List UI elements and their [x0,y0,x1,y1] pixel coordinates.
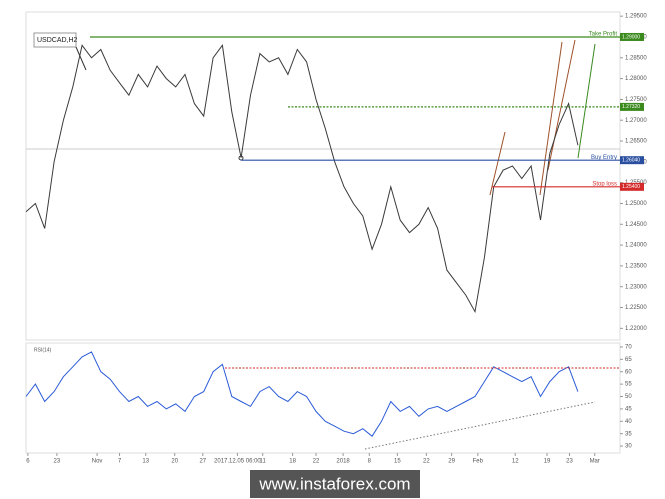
x-tick-label: 19 [544,459,551,465]
y-tick-label: 1.26500 [625,139,647,145]
x-tick-label: 27 [199,459,206,465]
watermark: www.instaforex.com [258,474,410,493]
level-name: Stop loss [592,181,617,187]
y-tick-label: 1.23500 [625,263,647,269]
level-name: Buy Entry [591,155,617,161]
x-tick-label: 23 [54,459,61,465]
level-box [620,102,644,111]
y-tick-label: 1.27500 [625,97,647,103]
y-tick-label: 40 [625,419,632,425]
x-tick-label: 7 [118,459,122,465]
x-tick-label: Feb [473,459,484,465]
y-tick-label: 1.28500 [625,55,647,61]
x-tick-label: 23 [566,459,573,465]
x-tick-label: 18 [289,459,296,465]
x-tick-label: 20 [171,459,178,465]
y-tick-label: 60 [625,369,632,375]
y-tick-label: 70 [625,345,632,351]
arrows [489,39,576,196]
y-tick-label: 1.24500 [625,222,647,228]
y-tick-label: 1.28000 [625,76,647,82]
x-tick-label: Nov [92,459,103,465]
level-value: 1.29000 [622,34,640,40]
rsi-trendline [364,401,596,450]
level-box [620,182,644,191]
x-tick-label: 6 [26,459,30,465]
x-tick-label: 15 [394,459,401,465]
y-tick-label: 35 [625,431,632,437]
title-leader [75,46,87,71]
x-tick-label: 2018 [336,459,350,465]
watermark-box [250,470,420,498]
level-value: 1.26040 [622,158,640,164]
x-tick-label: 8 [368,459,372,465]
target-arrow [577,43,596,159]
x-tick-label: 12 [512,459,519,465]
level-value: 1.25400 [622,184,640,190]
rsi-frame [25,342,621,454]
rsi-title: RSI(14) [34,347,52,353]
chart-title: USDCAD,H2 [37,37,78,44]
y-tick-label: 1.23000 [625,284,647,290]
y-tick-label: 50 [625,394,632,400]
price-line [25,351,579,437]
y-tick-label: 1.24000 [625,243,647,249]
x-tick-label: 13 [142,459,149,465]
x-tick-label: 29 [448,459,455,465]
y-tick-label: 30 [625,444,632,450]
y-tick-label: 1.27000 [625,118,647,124]
y-tick-label: 1.29500 [625,14,647,20]
y-tick-label: 1.25000 [625,201,647,207]
level-box [620,156,644,165]
x-tick-label: 22 [423,459,430,465]
y-tick-label: 1.22500 [625,305,647,311]
title-box [33,32,77,48]
x-tick-label: 2017.12.05 06:00 [214,459,261,465]
y-tick-label: 55 [625,382,632,388]
x-tick-label: Mar [590,459,600,465]
price-frame [25,11,621,341]
level-value: 1.27320 [622,104,640,110]
x-tick-label: 11 [260,459,267,465]
y-tick-label: 45 [625,406,632,412]
x-tick-label: 22 [313,459,320,465]
y-tick-label: 65 [625,357,632,363]
level-box [620,32,644,41]
price-line [25,44,579,314]
y-tick-label: 1.22000 [625,326,647,332]
level-name: Take Profit [589,32,618,38]
